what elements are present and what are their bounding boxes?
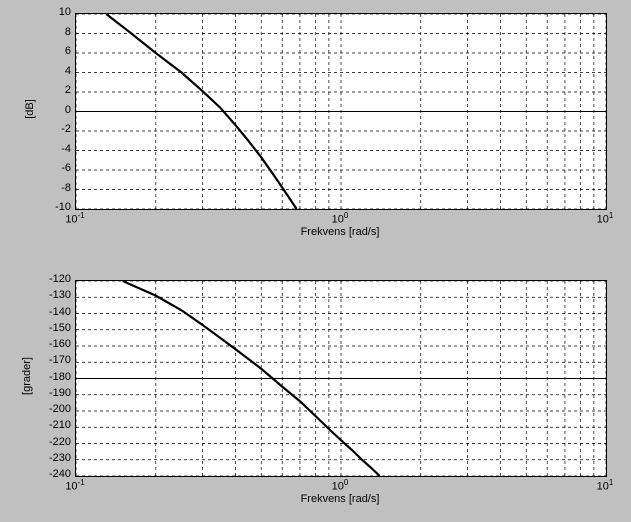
phase-xlabel: Frekvens [rad/s] <box>75 493 605 505</box>
xtick-label: 100 <box>325 478 355 493</box>
xtick-label: 101 <box>590 211 620 226</box>
ytick-label: 0 <box>65 104 71 116</box>
ytick-label: 4 <box>65 65 71 77</box>
ytick-label: -8 <box>61 182 71 194</box>
magnitude-ylabel: [dB] <box>24 89 36 129</box>
xtick-label: 100 <box>325 211 355 226</box>
ytick-label: -150 <box>49 322 71 334</box>
ytick-label: 2 <box>65 84 71 96</box>
ytick-label: 10 <box>59 6 71 18</box>
ytick-label: 6 <box>65 45 71 57</box>
phase-plot <box>75 280 607 477</box>
magnitude-plot <box>75 13 607 210</box>
ytick-label: -180 <box>49 371 71 383</box>
ytick-label: -130 <box>49 289 71 301</box>
magnitude-xlabel: Frekvens [rad/s] <box>75 226 605 238</box>
ytick-label: -6 <box>61 162 71 174</box>
ytick-label: -190 <box>49 387 71 399</box>
ytick-label: -230 <box>49 452 71 464</box>
xtick-label: 10-1 <box>60 478 90 493</box>
ytick-label: -220 <box>49 436 71 448</box>
ytick-label: -160 <box>49 338 71 350</box>
xtick-label: 10-1 <box>60 211 90 226</box>
ytick-label: -120 <box>49 273 71 285</box>
xtick-label: 101 <box>590 478 620 493</box>
ytick-label: -2 <box>61 123 71 135</box>
figure-container: [dB] Frekvens [rad/s] -10-8-6-4-20246810… <box>0 0 631 522</box>
phase-svg <box>76 281 606 476</box>
ytick-label: -4 <box>61 143 71 155</box>
ytick-label: -170 <box>49 354 71 366</box>
phase-ylabel: [grader] <box>21 346 33 406</box>
ytick-label: 8 <box>65 26 71 38</box>
magnitude-svg <box>76 14 606 209</box>
ytick-label: -210 <box>49 419 71 431</box>
ytick-label: -140 <box>49 306 71 318</box>
ytick-label: -200 <box>49 403 71 415</box>
